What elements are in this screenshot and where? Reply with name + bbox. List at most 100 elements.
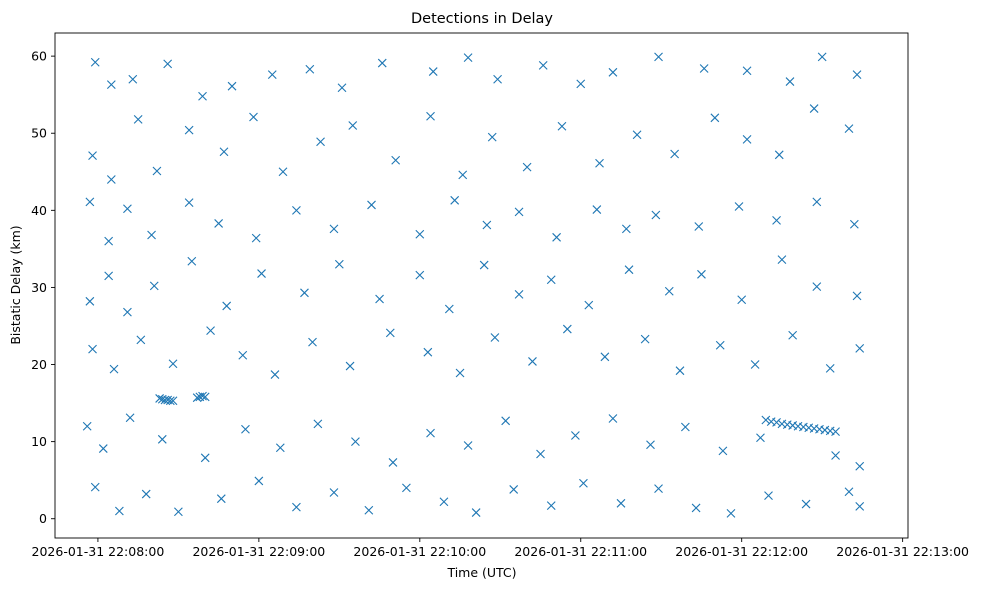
data-point (198, 91, 207, 101)
data-point (308, 337, 317, 347)
data-point (621, 224, 631, 234)
data-point (147, 230, 156, 240)
data-point (592, 205, 602, 214)
data-point (98, 444, 108, 453)
data-point (715, 340, 725, 350)
data-point (415, 270, 425, 280)
data-point (114, 506, 124, 516)
data-point (844, 487, 854, 497)
data-point (570, 431, 580, 440)
data-point (817, 52, 827, 62)
data-point (227, 81, 237, 91)
data-point (109, 364, 119, 374)
data-point (337, 83, 347, 93)
data-point (654, 52, 663, 62)
data-point (764, 491, 773, 500)
data-point (136, 335, 146, 345)
x-tick-label: 2026-01-31 22:10:00 (353, 544, 486, 559)
data-point (482, 220, 492, 230)
data-point (351, 437, 360, 447)
data-point (455, 368, 465, 378)
data-point (624, 265, 634, 275)
data-point (155, 394, 165, 403)
data-point (216, 494, 226, 504)
data-point (206, 326, 215, 335)
data-point (557, 121, 567, 131)
data-point (501, 416, 511, 426)
data-point (514, 207, 524, 217)
data-point (691, 503, 701, 513)
data-point (254, 476, 264, 486)
data-point (785, 77, 795, 86)
data-point (487, 132, 497, 142)
data-point (654, 484, 663, 494)
data-point (219, 147, 229, 157)
data-point (670, 149, 680, 159)
data-point (104, 271, 114, 281)
data-point (450, 195, 460, 205)
data-point (163, 59, 173, 69)
data-point (348, 121, 358, 130)
data-point (292, 205, 301, 215)
data-point (697, 269, 706, 279)
data-point (528, 357, 537, 366)
chart-title: Detections in Delay (411, 11, 553, 27)
data-point (600, 352, 610, 362)
data-point (444, 304, 454, 314)
data-point (742, 66, 752, 76)
data-point (514, 289, 524, 299)
data-point (761, 415, 771, 425)
data-point (82, 421, 92, 431)
data-point (402, 483, 411, 493)
data-point (141, 489, 151, 499)
data-point (825, 363, 835, 373)
data-point (214, 219, 224, 228)
data-point (734, 202, 744, 211)
data-point (608, 414, 618, 423)
data-point (426, 111, 435, 121)
data-point (275, 443, 285, 453)
data-point (329, 224, 339, 234)
data-point (149, 281, 159, 291)
data-point (536, 449, 545, 459)
data-point (192, 393, 202, 403)
data-point (608, 67, 618, 77)
data-point (123, 307, 132, 317)
data-point (313, 419, 323, 429)
data-point (546, 501, 556, 511)
data-point (718, 446, 728, 456)
data-point (552, 232, 561, 242)
data-point (849, 219, 859, 229)
data-point (737, 295, 747, 305)
data-point (538, 60, 548, 70)
data-point (345, 361, 355, 371)
y-tick-label: 60 (31, 49, 47, 64)
data-point (305, 64, 315, 74)
data-point (576, 79, 586, 89)
data-point (522, 162, 532, 172)
y-tick-label: 0 (39, 511, 47, 526)
data-point (640, 334, 650, 344)
data-point (174, 507, 183, 517)
data-point (251, 233, 261, 243)
data-point (168, 396, 178, 406)
data-point (104, 236, 114, 246)
data-point (222, 301, 232, 311)
data-point (490, 333, 500, 342)
data-point (249, 112, 258, 122)
data-points (82, 52, 865, 518)
x-axis-label: Time (UTC) (446, 565, 516, 580)
data-point (812, 197, 822, 207)
data-point (165, 396, 175, 406)
data-point (388, 458, 398, 467)
data-point (316, 137, 325, 147)
data-point (463, 441, 473, 450)
y-axis-label: Bistatic Delay (km) (8, 225, 23, 344)
x-axis-ticks: 2026-01-31 22:08:00 2026-01-31 22:09:00 20… (32, 538, 969, 559)
data-point (632, 130, 642, 140)
data-point (562, 324, 572, 334)
data-point (831, 427, 840, 436)
y-tick-label: 30 (31, 280, 47, 295)
data-point (385, 328, 395, 338)
data-point (85, 197, 95, 207)
